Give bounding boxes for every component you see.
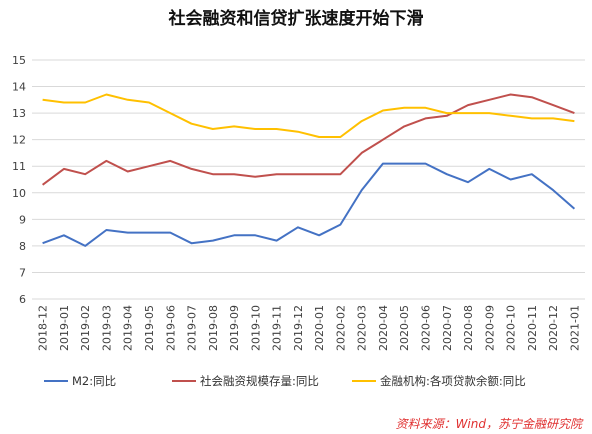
series-line-1 (42, 162, 576, 247)
y-tick-label: 15 (12, 54, 26, 67)
y-tick-label: 10 (12, 187, 26, 200)
x-tick-label: 2019-12 (292, 305, 305, 351)
x-tick-label: 2019-06 (164, 305, 177, 351)
x-tick-label: 2020-07 (441, 305, 454, 351)
x-tick-label: 2020-12 (547, 305, 560, 351)
series-line-2 (42, 93, 575, 186)
grid (32, 59, 585, 300)
x-tick-label: 2018-12 (37, 305, 50, 351)
x-tick-label: 2019-05 (143, 305, 156, 351)
x-tick-label: 2019-10 (249, 305, 262, 351)
chart-title: 社会融资和信贷扩张速度开始下滑 (168, 8, 424, 29)
x-tick-label: 2019-01 (58, 305, 71, 351)
x-tick-label: 2020-03 (356, 305, 369, 351)
x-tick-label: 2020-10 (505, 305, 518, 351)
x-tick-label: 2020-11 (526, 305, 539, 351)
legend-label: 金融机构:各项贷款余额:同比 (380, 374, 526, 388)
source-note: 资料来源：Wind，苏宁金融研究院 (396, 417, 584, 431)
x-tick-label: 2020-05 (398, 305, 411, 351)
x-tick-label: 2020-06 (419, 305, 432, 351)
y-tick-label: 7 (19, 266, 26, 279)
x-tick-label: 2019-11 (271, 305, 284, 351)
y-tick-label: 8 (19, 240, 26, 253)
x-tick-label: 2019-02 (79, 305, 92, 351)
legend: M2:同比 社会融资规模存量:同比 金融机构:各项贷款余额:同比 (44, 374, 526, 388)
series-line-3 (42, 93, 575, 138)
x-tick-label: 2019-07 (186, 305, 199, 351)
x-axis: 2018-12 2019-01 2019-02 2019-03 2019-04 2019-… (37, 305, 582, 351)
x-tick-label: 2021-01 (568, 305, 581, 351)
x-tick-label: 2019-08 (207, 305, 220, 351)
x-tick-label: 2020-01 (313, 305, 326, 351)
y-tick-label: 6 (19, 293, 26, 306)
y-tick-label: 13 (12, 107, 26, 120)
series-lines (42, 93, 576, 247)
x-tick-label: 2020-09 (483, 305, 496, 351)
x-tick-label: 2019-04 (122, 305, 135, 351)
y-tick-label: 14 (12, 81, 26, 94)
x-tick-label: 2020-08 (462, 305, 475, 351)
x-tick-label: 2019-03 (100, 305, 113, 351)
legend-label: M2:同比 (72, 374, 116, 388)
y-tick-label: 9 (19, 213, 26, 226)
y-axis: 6 7 8 9 10 11 12 13 14 15 (12, 54, 26, 306)
x-tick-label: 2020-04 (377, 305, 390, 351)
y-tick-label: 12 (12, 134, 26, 147)
y-tick-label: 11 (12, 160, 26, 173)
x-tick-label: 2019-09 (228, 305, 241, 351)
legend-label: 社会融资规模存量:同比 (200, 374, 319, 388)
x-tick-label: 2020-02 (334, 305, 347, 351)
